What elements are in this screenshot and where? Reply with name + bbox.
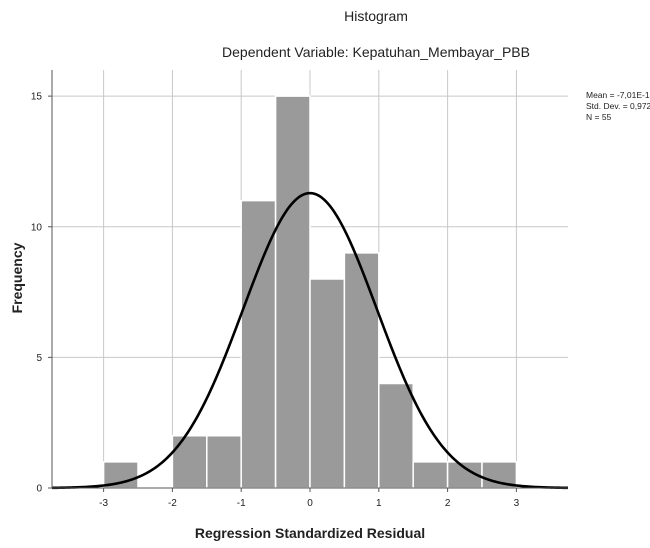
y-axis-title: Frequency [9,242,25,313]
histogram-bar [378,382,414,489]
x-tick-label: -1 [237,498,246,509]
histogram-bar [343,252,380,489]
histogram-bar [412,461,449,489]
x-tick-label: 3 [514,498,520,509]
histogram-bar [274,95,311,489]
histogram-bar [240,199,277,489]
normal-curve-layer [51,191,569,490]
chart-subtitle: Dependent Variable: Kepatuhan_Membayar_P… [222,44,530,60]
y-tick-label: 10 [31,222,43,233]
chart-title: Histogram [344,8,408,24]
y-tick-label: 0 [36,484,42,495]
x-tick-label: 2 [445,498,451,509]
x-tick-label: 0 [307,498,313,509]
stats-line: Std. Dev. = 0,972 [586,101,650,111]
histogram-bar [309,278,346,489]
tick-labels: -3 -2 -1 0 1 2 3 0 5 10 15 [31,92,520,509]
histogram-bar [171,435,208,489]
y-tick-label: 15 [31,92,43,103]
stats-line: N = 55 [586,112,612,122]
axes [48,70,568,492]
x-axis-title: Regression Standardized Residual [195,525,425,541]
x-tick-label: 1 [376,498,382,509]
histogram-bars [102,95,518,489]
normal-curve [51,191,569,490]
stats-line: Mean = -7,01E-16 [586,90,650,100]
x-tick-label: -3 [99,498,108,509]
x-tick-label: -2 [168,498,177,509]
histogram-bar [206,435,242,489]
y-tick-label: 5 [36,353,42,364]
